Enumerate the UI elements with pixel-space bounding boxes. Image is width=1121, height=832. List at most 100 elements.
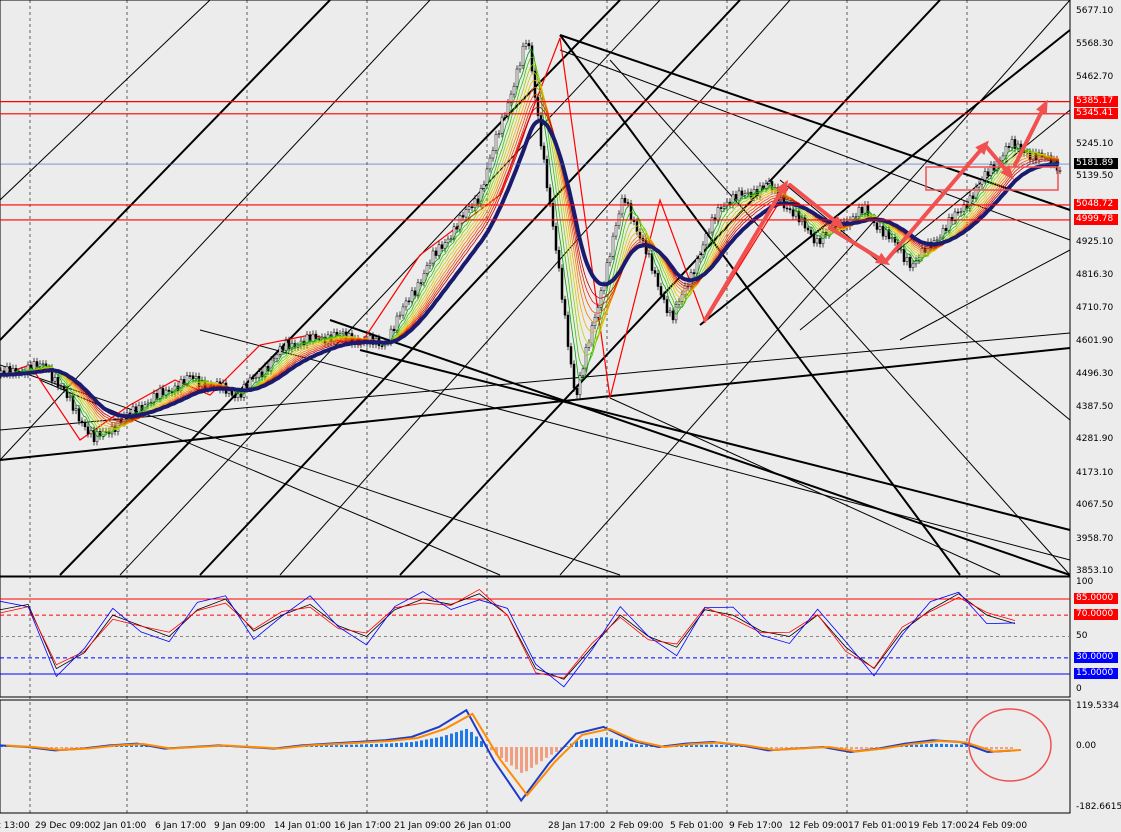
macd-histogram-bar: [640, 744, 643, 747]
macd-histogram-bar: [735, 745, 738, 747]
candle-body: [788, 208, 792, 211]
candle-body: [503, 115, 507, 118]
current-price-tag: 5181.89: [1074, 158, 1118, 170]
macd-histogram-bar: [585, 739, 588, 747]
candle-body: [587, 342, 591, 348]
candle-body: [251, 377, 255, 380]
macd-histogram-bar: [925, 744, 928, 747]
candle-body: [578, 375, 582, 396]
arrow-head-icon: [1036, 99, 1048, 115]
time-axis-label: 2 Feb 09:00: [610, 821, 664, 831]
candle-body: [440, 244, 444, 249]
macd-histogram-bar: [525, 747, 528, 772]
candle-body: [62, 386, 66, 390]
candle-body: [956, 211, 960, 214]
macd-histogram-bar: [580, 739, 583, 747]
candle-body: [566, 314, 570, 347]
trendline: [399, 0, 941, 576]
candle-body: [671, 310, 675, 321]
candle-body: [89, 430, 93, 435]
candle-body: [554, 226, 558, 251]
macd-histogram-bar: [690, 745, 693, 747]
candle-body: [269, 359, 273, 372]
candle-body: [164, 389, 168, 396]
highlight-box: [925, 166, 1059, 191]
macd-histogram-bar: [685, 745, 688, 747]
candle-body: [188, 375, 192, 377]
time-axis-label: 9 Jan 09:00: [214, 821, 266, 831]
time-axis-label: 6 Jan 17:00: [155, 821, 207, 831]
candle-body: [908, 257, 912, 268]
macd-histogram-bar: [790, 747, 793, 749]
candle-body: [899, 248, 903, 251]
candle-body: [734, 194, 738, 201]
macd-histogram-bar: [550, 747, 553, 755]
candle-body: [638, 231, 642, 239]
macd-histogram-bar: [395, 742, 398, 747]
time-axis-label: 12 Feb 09:00: [789, 821, 849, 831]
candle-body: [512, 85, 516, 95]
candle-body: [527, 43, 531, 47]
candle-body: [764, 183, 768, 189]
macd-histogram-bar: [0, 746, 3, 747]
candle-body: [575, 387, 579, 396]
candle-body: [35, 361, 39, 367]
macd-histogram-bar: [145, 746, 148, 747]
candle-body: [662, 294, 666, 300]
candle-body: [407, 300, 411, 303]
candle-body: [560, 267, 564, 300]
candle-body: [458, 215, 462, 230]
candle-body: [479, 188, 483, 205]
time-axis-label: 19 Feb 17:00: [908, 821, 968, 831]
candle-body: [551, 203, 555, 227]
macd-histogram-bar: [740, 746, 743, 747]
macd-histogram-bar: [985, 747, 988, 750]
candle-body: [392, 328, 396, 332]
macd-histogram-bar: [865, 747, 868, 749]
candle-body: [515, 68, 519, 87]
macd-histogram-bar: [645, 745, 648, 747]
candle-body: [419, 282, 423, 284]
candle-body: [548, 187, 552, 204]
candle-body: [1010, 139, 1014, 148]
macd-histogram-bar: [950, 744, 953, 747]
candle-body: [596, 306, 600, 318]
candle-body: [818, 238, 822, 245]
oscillator-line: [0, 588, 1016, 679]
candle-body: [875, 222, 879, 230]
macd-histogram-bar: [610, 738, 613, 747]
candle-body: [257, 371, 261, 378]
macd-histogram-bar: [555, 747, 558, 752]
candle-body: [665, 299, 669, 314]
macd-histogram-bar: [905, 745, 908, 747]
candle-body: [719, 207, 723, 209]
candle-body: [500, 116, 504, 134]
candle-body: [434, 250, 438, 256]
macd-histogram-bar: [780, 747, 783, 749]
macd-histogram-bar: [860, 747, 863, 749]
candle-body: [584, 347, 588, 370]
macd-histogram-bar: [1000, 747, 1003, 750]
candle-body: [971, 195, 975, 199]
macd-histogram-bar: [115, 746, 118, 747]
macd-histogram-bar: [130, 745, 133, 747]
macd-histogram-bar: [510, 747, 513, 766]
macd-histogram-bar: [705, 744, 708, 747]
candle-body: [539, 115, 543, 147]
macd-axis-label: 0.00: [1076, 741, 1097, 751]
time-axis-label: 2 Jan 01:00: [95, 821, 147, 831]
candle-body: [314, 333, 318, 340]
macd-histogram-bar: [425, 739, 428, 747]
candle-body: [812, 234, 816, 244]
candle-body: [518, 65, 522, 70]
candle-body: [236, 393, 240, 398]
macd-histogram-bar: [440, 736, 443, 747]
candle-body: [425, 265, 429, 274]
macd-histogram-bar: [500, 747, 503, 759]
candle-body: [698, 254, 702, 260]
candle-body: [410, 290, 414, 302]
candle-body: [620, 197, 624, 215]
candle-body: [863, 204, 867, 214]
candle-body: [116, 419, 120, 432]
